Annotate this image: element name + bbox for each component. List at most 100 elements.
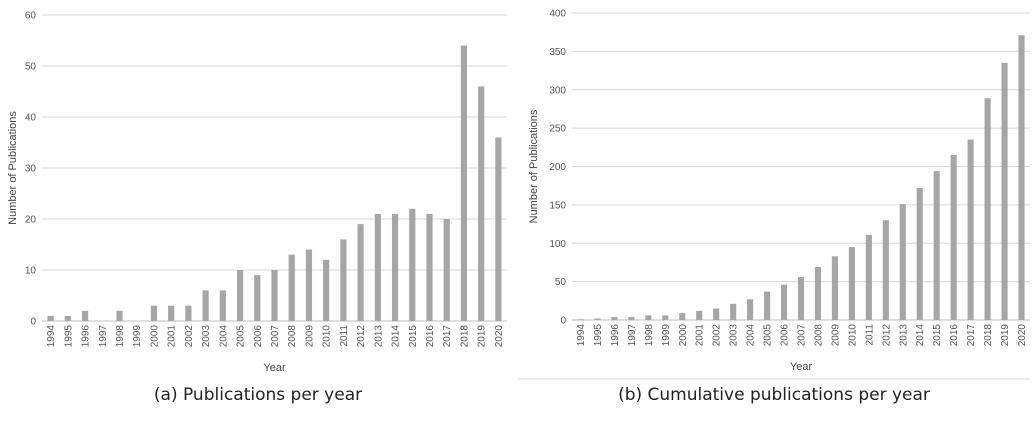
chart-b-bar bbox=[1018, 35, 1025, 320]
chart-a-x-tick-label: 1998 bbox=[115, 325, 126, 348]
chart-b-bar bbox=[611, 316, 618, 320]
chart-a-x-tick-label: 2012 bbox=[356, 325, 367, 348]
chart-a-y-tick-label: 20 bbox=[25, 215, 37, 226]
chart-b-x-tick-label: 2003 bbox=[729, 324, 740, 347]
chart-a-bar bbox=[323, 259, 330, 321]
chart-a-x-tick-label: 2014 bbox=[391, 325, 402, 348]
chart-a-x-tick-label: 2017 bbox=[442, 325, 453, 348]
chart-b-x-tick-label: 1997 bbox=[627, 324, 638, 347]
chart-b-x-tick-label: 2006 bbox=[780, 324, 791, 347]
chart-b-y-tick-label: 350 bbox=[549, 47, 566, 58]
chart-a-x-tick-label: 2009 bbox=[304, 325, 315, 348]
chart-b-bar bbox=[950, 154, 957, 320]
chart-b-bar bbox=[628, 316, 635, 320]
chart-a-y-tick-label: 40 bbox=[25, 113, 37, 124]
chart-publications-per-year: 0 10 20 30 40 50 60 1994 1995 1996 1997 1998 1999 200… bbox=[7, 11, 507, 374]
chart-b-y-tick-label: 300 bbox=[549, 85, 566, 96]
chart-a-x-tick-label: 2019 bbox=[477, 325, 488, 348]
chart-cumulative-publications: 0 50 100 150 200 250 300 350 400 1994 1995 1996 1997… bbox=[528, 9, 1030, 373]
chart-a-x-tick-label: 2003 bbox=[201, 325, 212, 348]
chart-b-x-tick-label: 1995 bbox=[593, 324, 604, 347]
chart-b-x-tick-label: 2004 bbox=[746, 324, 757, 347]
chart-a-bar bbox=[64, 315, 71, 321]
chart-b-bar bbox=[747, 299, 754, 320]
chart-b-bar bbox=[814, 267, 822, 320]
chart-a-y-tick-label: 0 bbox=[30, 317, 36, 328]
chart-a-bar bbox=[305, 249, 313, 321]
chart-a-x-tick-label: 2013 bbox=[373, 325, 384, 348]
chart-a-x-tick-label: 2004 bbox=[218, 325, 229, 348]
chart-b-x-tick-label: 1994 bbox=[576, 324, 587, 347]
chart-b-x-tick-label: 2013 bbox=[898, 324, 909, 347]
chart-b-x-tick-label: 2016 bbox=[949, 324, 960, 347]
chart-b-x-tick-label: 2019 bbox=[1000, 324, 1011, 347]
chart-b-x-tick-label: 2000 bbox=[678, 324, 689, 347]
chart-b-x-tick-label: 2010 bbox=[847, 324, 858, 347]
chart-a-bar bbox=[185, 305, 192, 321]
chart-a-x-tick-label: 2006 bbox=[253, 325, 264, 348]
chart-a-bar bbox=[47, 315, 54, 321]
chart-b-bar bbox=[1001, 62, 1008, 320]
chart-a-y-tick-label: 60 bbox=[25, 11, 37, 22]
chart-b-bar bbox=[679, 313, 686, 320]
chart-b-x-tick-label: 2014 bbox=[915, 324, 926, 347]
chart-a-x-tick-label: 2020 bbox=[494, 325, 505, 348]
chart-a-bar bbox=[236, 270, 244, 321]
chart-a-x-tick-label: 2001 bbox=[167, 325, 178, 348]
chart-b-y-axis-title: Number of Publications bbox=[528, 109, 540, 223]
chart-b-x-tick-label: 2002 bbox=[712, 324, 723, 347]
chart-a-bar bbox=[271, 270, 278, 321]
chart-b-x-tick-label: 2011 bbox=[864, 324, 875, 346]
chart-b-y-tick-label: 200 bbox=[549, 162, 566, 173]
chart-b-bar bbox=[899, 204, 906, 320]
chart-a-bar bbox=[81, 310, 89, 321]
chart-a-bar bbox=[443, 219, 450, 321]
chart-b-bar bbox=[577, 319, 584, 320]
chart-b-x-tick-label: 2015 bbox=[932, 324, 943, 347]
chart-b-bar bbox=[696, 310, 703, 320]
chart-b-bar bbox=[764, 291, 771, 320]
chart-b-x-tick-label: 2007 bbox=[797, 324, 808, 347]
chart-b-bar bbox=[933, 171, 940, 320]
chart-a-bar bbox=[374, 213, 381, 321]
chart-b-x-tick-label: 2008 bbox=[813, 324, 824, 347]
chart-b-x-tick-label: 2017 bbox=[966, 324, 977, 347]
chart-b-bar bbox=[967, 139, 974, 320]
chart-a-bar bbox=[150, 305, 158, 321]
chart-a-x-tick-label: 1999 bbox=[132, 325, 143, 348]
chart-b-bar bbox=[882, 220, 889, 320]
chart-b-x-tick-label: 1999 bbox=[661, 324, 672, 347]
chart-b-bar bbox=[848, 247, 855, 320]
chart-a-bar bbox=[357, 224, 364, 321]
chart-b-bar bbox=[780, 284, 788, 320]
chart-b-bar bbox=[831, 256, 838, 320]
chart-b-x-tick-label: 2009 bbox=[830, 324, 841, 347]
chart-a-bar bbox=[391, 213, 399, 321]
chart-a-bar bbox=[254, 275, 261, 321]
chart-b-bar bbox=[713, 308, 720, 320]
chart-b-x-tick-label: 1996 bbox=[610, 324, 621, 347]
chart-a-x-tick-label: 2015 bbox=[408, 325, 419, 348]
chart-b-bar bbox=[797, 277, 805, 320]
chart-b-bar bbox=[916, 187, 923, 320]
chart-a-x-tick-label: 2008 bbox=[287, 325, 298, 348]
chart-b-x-tick-label: 2001 bbox=[695, 324, 706, 347]
chart-a-bar bbox=[426, 213, 433, 321]
chart-a-bar bbox=[495, 137, 502, 321]
chart-b-x-axis-title: Year bbox=[790, 361, 813, 373]
chart-a-x-axis-title: Year bbox=[263, 362, 286, 374]
chart-a-x-tick-label: 2007 bbox=[270, 325, 281, 348]
chart-b-x-tick-label: 2020 bbox=[1017, 324, 1028, 347]
chart-a-bar bbox=[409, 208, 416, 321]
chart-b-y-tick-label: 50 bbox=[555, 277, 567, 288]
chart-b-bar bbox=[865, 234, 872, 320]
caption-b: (b) Cumulative publications per year bbox=[618, 385, 930, 405]
chart-b-x-tick-label: 2018 bbox=[983, 324, 994, 347]
chart-a-bar bbox=[116, 310, 123, 321]
chart-a-bar bbox=[168, 305, 175, 321]
chart-a-x-tick-label: 2010 bbox=[322, 325, 333, 348]
caption-a: (a) Publications per year bbox=[153, 385, 363, 405]
chart-a-bar bbox=[288, 254, 295, 321]
chart-a-x-tick-label: 2016 bbox=[425, 325, 436, 348]
chart-a-bar bbox=[340, 239, 347, 321]
